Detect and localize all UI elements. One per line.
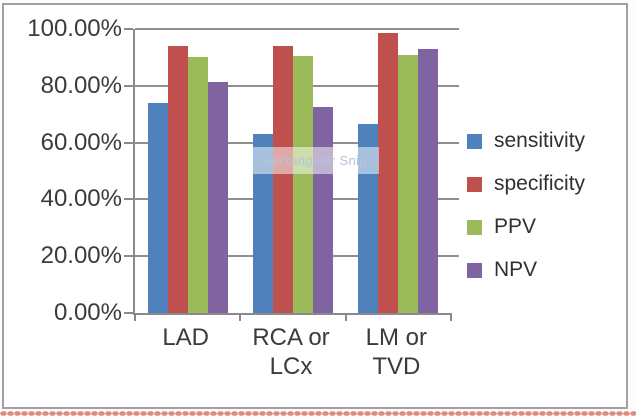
bar-specificity-0 <box>167 46 188 313</box>
legend-swatch-icon <box>467 133 482 149</box>
bar-NPV-2 <box>418 48 439 313</box>
y-axis-tick <box>124 84 133 87</box>
y-axis-tick <box>451 141 459 144</box>
y-axis-tick <box>124 255 133 258</box>
squiggle-underline <box>0 411 636 416</box>
x-axis-category-label: RCA or LCx <box>252 324 330 380</box>
legend-swatch-icon <box>467 262 482 278</box>
legend-label: PPV <box>494 215 537 238</box>
x-axis-category-label: LAD <box>162 324 209 351</box>
y-axis-tick <box>451 198 459 201</box>
y-axis-tick <box>124 312 133 314</box>
bar-NPV-1 <box>313 107 333 313</box>
y-axis-tick <box>451 28 459 30</box>
x-axis-tick <box>344 313 347 321</box>
y-axis-tick-label: 100.00% <box>27 15 122 42</box>
chart-plot-area <box>124 28 459 321</box>
bar-sensitivity-1 <box>253 134 273 313</box>
y-axis-tick <box>124 28 133 30</box>
bar-NPV-0 <box>207 81 228 313</box>
bar-PPV-1 <box>293 55 313 313</box>
y-axis-tick <box>124 141 133 144</box>
legend-item-specificity: specificity <box>467 172 585 196</box>
y-axis-tick <box>451 84 459 87</box>
legend-label: sensitivity <box>494 129 586 152</box>
bar-sensitivity-2 <box>358 124 379 313</box>
chart-legend: sensitivity specificity PPV NPV <box>467 129 585 301</box>
legend-item-NPV: NPV <box>467 258 585 282</box>
gridline <box>135 28 451 30</box>
y-axis-tick-label: 40.00% <box>40 185 122 213</box>
legend-swatch-icon <box>467 176 482 192</box>
legend-swatch-icon <box>467 219 482 235</box>
bar-sensitivity-0 <box>147 102 168 313</box>
y-axis-tick-label: 80.00% <box>40 71 122 99</box>
legend-item-PPV: PPV <box>467 215 585 239</box>
y-axis-tick-label: 60.00% <box>40 128 122 156</box>
y-axis-tick-label: 20.00% <box>40 242 122 270</box>
x-axis-tick <box>239 313 242 321</box>
legend-item-sensitivity: sensitivity <box>467 129 585 153</box>
y-axis-tick <box>451 255 459 258</box>
x-axis-tick <box>450 313 452 321</box>
y-axis-tick-label: 0.00% <box>53 299 122 326</box>
legend-label: NPV <box>494 258 538 281</box>
bar-specificity-2 <box>378 33 399 313</box>
bar-PPV-2 <box>398 54 419 313</box>
y-axis-tick <box>124 198 133 201</box>
bar-PPV-0 <box>187 57 208 313</box>
x-axis-category-label: LM or TVD <box>365 324 427 380</box>
bar-specificity-1 <box>273 46 293 313</box>
x-axis-tick <box>134 313 136 321</box>
legend-label: specificity <box>494 172 586 195</box>
